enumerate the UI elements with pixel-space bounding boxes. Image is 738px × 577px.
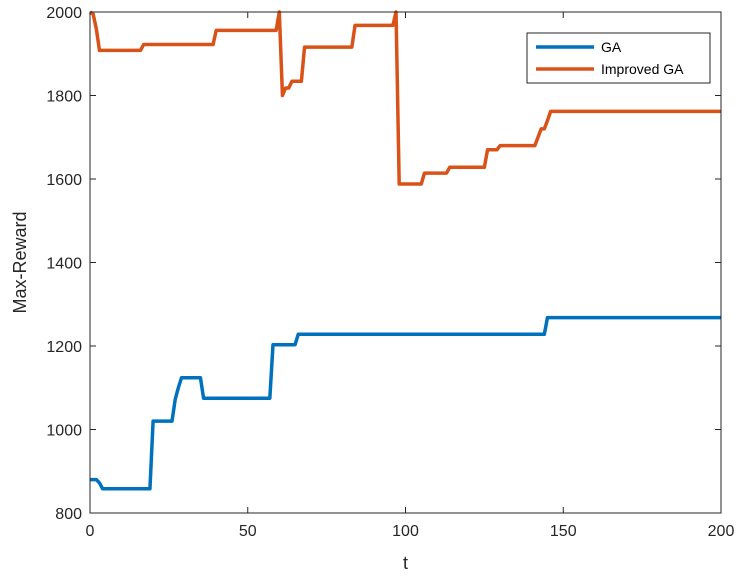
series-line-2 [89,10,721,186]
legend-label: GA [601,39,622,55]
x-tick-label: 50 [239,523,257,540]
x-tick-label: 0 [86,523,95,540]
legend: GA Improved GA [526,32,711,84]
legend-label: Improved GA [601,61,684,77]
y-tick-label: 1400 [46,256,82,273]
series-line-1 [90,315,721,491]
series-layer [89,10,721,491]
x-tick-label: 100 [392,523,419,540]
legend-box [526,32,711,84]
x-axis-title: t [403,553,408,573]
y-axis-title: Max-Reward [10,211,30,313]
y-tick-label: 1800 [46,89,82,106]
x-tick-label: 150 [550,523,577,540]
y-tick-label: 1200 [46,339,82,356]
axis-ticks: 0 50 100 150 200 800 1000 1200 1400 1600 1800 2000 [46,5,734,540]
y-tick-label: 1600 [46,172,82,189]
y-tick-label: 2000 [46,5,82,22]
x-tick-label: 200 [708,523,735,540]
y-tick-label: 800 [55,506,82,523]
y-tick-label: 1000 [46,423,82,440]
